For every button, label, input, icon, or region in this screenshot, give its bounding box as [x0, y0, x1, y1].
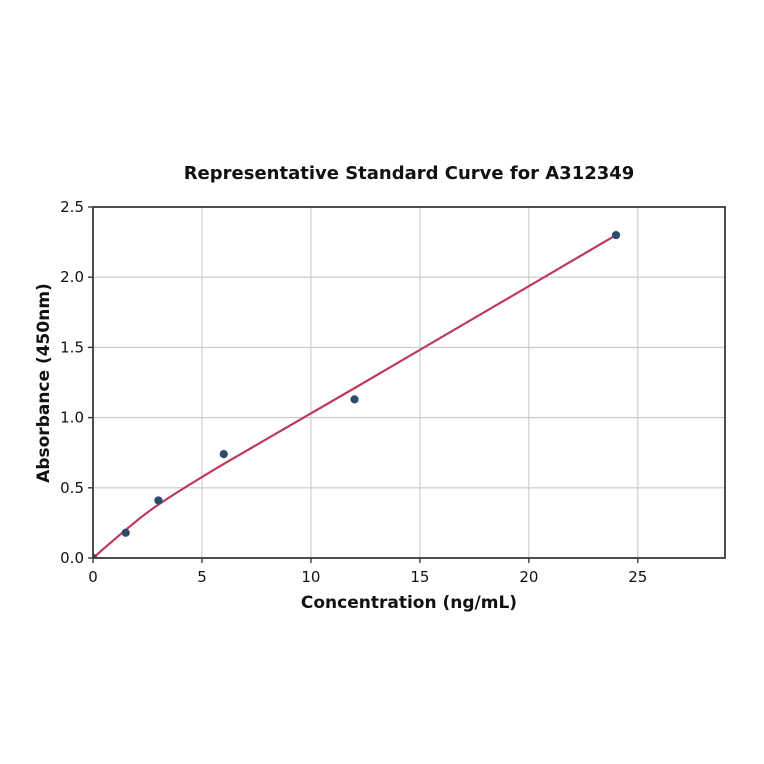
chart-title: Representative Standard Curve for A31234…	[184, 163, 635, 184]
y-tick-label: 2.5	[60, 198, 84, 216]
plot-border	[92, 206, 726, 559]
data-point	[154, 496, 163, 505]
y-tick-label: 0.0	[60, 549, 84, 567]
data-point	[350, 395, 359, 404]
x-axis-label: Concentration (ng/mL)	[301, 593, 517, 613]
y-axis-label: Absorbance (450nm)	[34, 283, 54, 483]
points-layer	[93, 230, 621, 558]
x-tick-label: 25	[628, 568, 647, 586]
x-tick-label: 0	[88, 568, 98, 586]
y-tick-label: 0.5	[60, 479, 84, 497]
x-tick-label: 5	[197, 568, 207, 586]
data-point	[121, 528, 130, 537]
y-tick-label: 1.5	[60, 338, 84, 356]
y-tick-label: 2.0	[60, 268, 84, 286]
data-point	[93, 553, 98, 558]
axis-layer: 0 5 10 15 20 25 0.0 0.5 1.0 1.5 2.0 2.5	[60, 198, 726, 586]
x-tick-label: 15	[410, 568, 429, 586]
grid-layer	[92, 206, 725, 559]
y-tick-label: 1.0	[60, 409, 84, 427]
x-tick-label: 10	[301, 568, 320, 586]
data-point	[611, 230, 621, 240]
x-tick-label: 20	[519, 568, 538, 586]
data-point	[219, 450, 228, 459]
